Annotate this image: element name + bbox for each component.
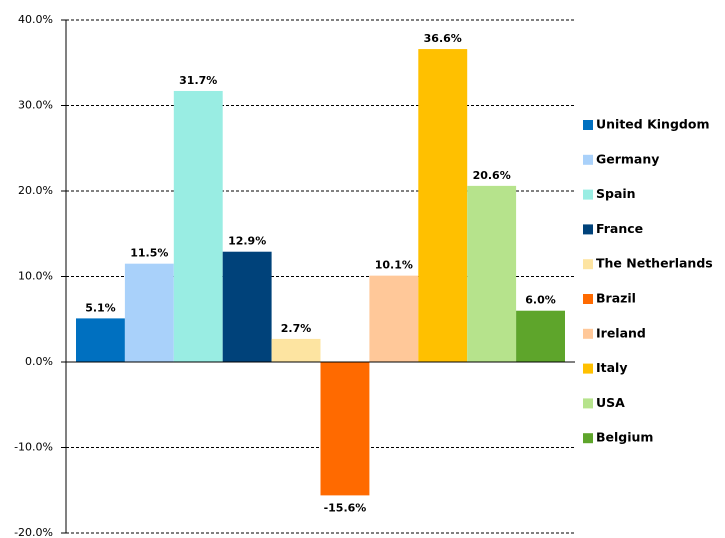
value-label: 36.6% [424,32,462,45]
y-tick-label: 10.0% [18,270,53,283]
value-label: 31.7% [179,74,217,87]
legend-label: Italy [596,360,628,375]
legend-label: United Kingdom [596,117,709,132]
bar [369,275,419,362]
bar [467,185,517,362]
y-tick-label: -10.0% [14,441,53,454]
legend-swatch [583,363,593,374]
legend-label: Ireland [596,325,646,340]
bar [222,251,272,362]
legend-swatch [583,328,593,339]
legend-swatch [583,224,593,235]
y-tick-label: 0.0% [25,355,53,368]
bar [173,90,223,362]
value-label: -15.6% [324,501,367,514]
legend-label: Germany [596,151,659,166]
legend-label: Brazil [596,291,636,306]
legend-label: Belgium [596,430,653,445]
legend-label: USA [596,395,625,410]
value-label: 10.1% [375,259,413,272]
bar [76,318,125,362]
y-tick-label: 20.0% [18,184,53,197]
legend-swatch [583,189,593,200]
value-label: 12.9% [228,235,266,248]
value-label: 20.6% [473,169,511,182]
bar [418,49,468,362]
value-label: 11.5% [130,247,168,260]
value-label: 5.1% [85,301,116,314]
bar [271,338,321,362]
y-tick-label: -20.0% [14,526,53,538]
y-tick-label: 40.0% [18,13,53,26]
legend-swatch [583,259,593,270]
y-tick-label: 30.0% [18,99,53,112]
legend-swatch [583,398,593,409]
legend-swatch [583,120,593,130]
value-label: 6.0% [525,294,556,307]
bar [124,263,174,362]
legend-swatch [583,294,593,304]
legend-label: The Netherlands [596,256,713,271]
legend-swatch [583,433,593,444]
value-label: 2.7% [281,322,312,335]
legend-swatch [583,154,593,165]
legend-label: France [596,221,643,236]
bar [320,362,370,496]
legend-label: Spain [596,186,636,201]
bar [516,310,565,362]
